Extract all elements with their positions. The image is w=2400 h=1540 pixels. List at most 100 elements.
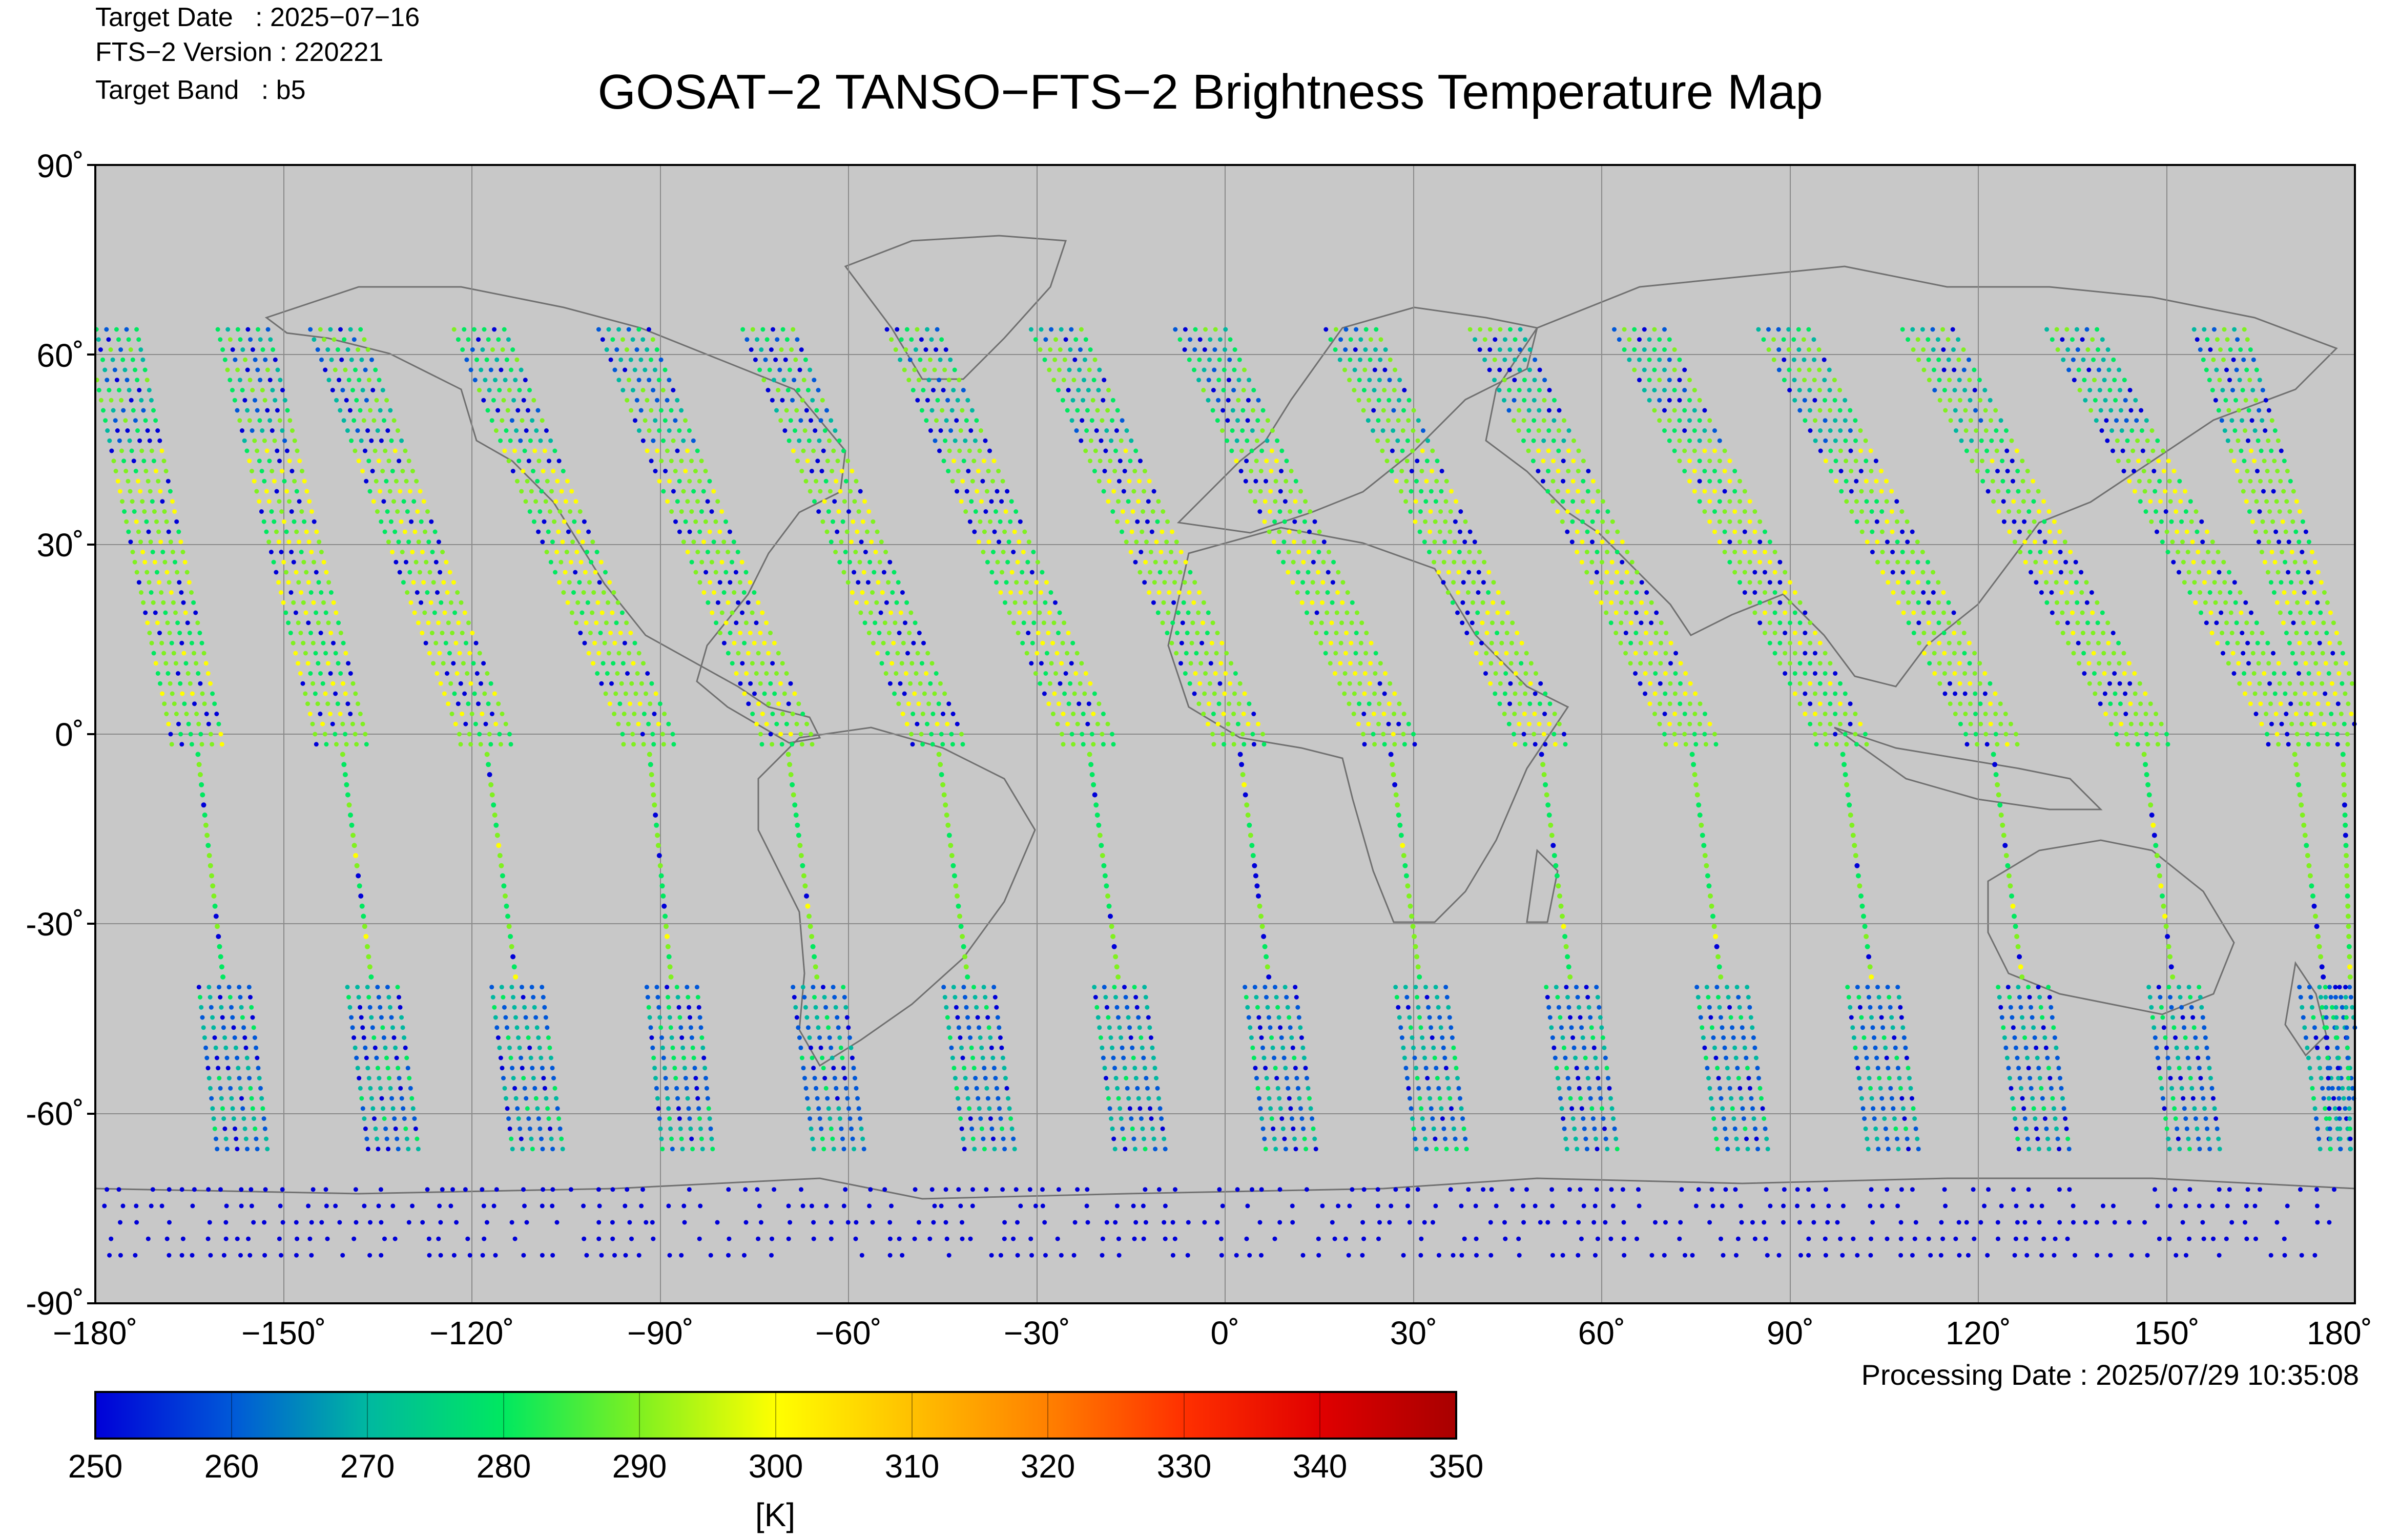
observation-point (1731, 1035, 1736, 1040)
observation-point (1974, 428, 1979, 433)
observation-point (567, 580, 572, 585)
observation-point (1129, 529, 1134, 534)
observation-point (1817, 388, 1822, 392)
observation-point (1244, 995, 1249, 1000)
observation-point (602, 640, 607, 646)
observation-point (1257, 509, 1263, 514)
observation-point (750, 327, 755, 332)
observation-point (1512, 732, 1516, 737)
observation-point (1706, 1076, 1711, 1080)
observation-point (1717, 519, 1722, 524)
observation-point (1594, 985, 1599, 990)
observation-point (1892, 1035, 1897, 1040)
observation-point (1613, 631, 1619, 635)
observation-point (192, 701, 197, 706)
observation-point (280, 388, 285, 392)
observation-point (702, 1066, 708, 1071)
observation-point (412, 610, 417, 615)
observation-point (810, 1055, 815, 1060)
observation-point (957, 448, 962, 453)
observation-point (473, 721, 478, 726)
observation-point (1558, 1096, 1563, 1101)
observation-point (1560, 1035, 1565, 1040)
observation-point (1395, 438, 1400, 443)
observation-point (962, 1066, 967, 1071)
observation-point (654, 347, 659, 352)
observation-point (424, 559, 429, 565)
observation-point (1904, 1126, 1908, 1131)
observation-point (1505, 610, 1510, 615)
observation-point (1430, 448, 1435, 453)
observation-point (919, 661, 924, 666)
observation-point (1890, 529, 1895, 534)
observation-point (1783, 671, 1788, 676)
observation-point (1358, 661, 1363, 666)
observation-point (1603, 1055, 1608, 1060)
observation-point (987, 1106, 992, 1111)
observation-point (736, 600, 741, 605)
observation-point (1536, 428, 1541, 433)
observation-point (1551, 1045, 1557, 1050)
observation-point (1756, 1076, 1761, 1080)
observation-point (1247, 822, 1252, 828)
observation-point (441, 580, 446, 585)
swath-7 (1028, 327, 1318, 1152)
observation-point (621, 742, 626, 747)
observation-point (1217, 337, 1223, 342)
observation-point (210, 742, 215, 747)
observation-point (1702, 428, 1707, 433)
observation-point (353, 1045, 358, 1050)
observation-point (476, 701, 481, 706)
observation-point (1110, 1126, 1115, 1131)
observation-point (964, 418, 969, 423)
observation-point (1447, 1015, 1452, 1020)
observation-point (1823, 398, 1827, 403)
observation-point (123, 469, 129, 473)
observation-point (1320, 600, 1325, 605)
observation-point (257, 418, 262, 423)
observation-point (493, 428, 499, 433)
observation-point (866, 631, 872, 635)
observation-point (1583, 1055, 1588, 1060)
observation-point (1859, 1096, 1864, 1101)
observation-point (1880, 570, 1886, 575)
observation-point (812, 499, 817, 504)
observation-point (963, 964, 969, 970)
observation-point (345, 428, 350, 433)
observation-point (1073, 671, 1079, 676)
observation-point (1713, 742, 1719, 747)
observation-point (1575, 529, 1580, 534)
observation-point (1098, 459, 1103, 464)
observation-point (1844, 499, 1849, 504)
observation-point (1703, 1055, 1708, 1060)
observation-point (295, 448, 300, 453)
observation-point (1527, 721, 1532, 726)
observation-point (548, 559, 553, 565)
observation-point (203, 822, 209, 828)
observation-point (1926, 580, 1931, 585)
observation-point (1371, 732, 1376, 737)
observation-point (1126, 499, 1131, 504)
observation-point (1870, 1025, 1875, 1030)
observation-point (360, 1025, 365, 1030)
observation-point (1594, 1136, 1598, 1141)
observation-point (1954, 428, 1958, 433)
observation-point (1111, 944, 1117, 949)
observation-point (1854, 478, 1859, 484)
observation-point (1278, 489, 1283, 494)
observation-point (1777, 620, 1783, 626)
observation-point (292, 438, 297, 443)
observation-point (999, 1045, 1004, 1050)
observation-point (1344, 631, 1349, 635)
observation-point (1458, 509, 1463, 514)
observation-point (169, 640, 174, 646)
observation-point (187, 580, 192, 585)
observation-point (1150, 1126, 1155, 1131)
observation-point (542, 1086, 547, 1091)
observation-point (795, 337, 800, 342)
observation-point (172, 509, 177, 514)
observation-point (659, 1136, 664, 1141)
observation-point (1727, 499, 1732, 504)
observation-point (528, 1055, 533, 1060)
observation-point (1129, 1116, 1134, 1121)
